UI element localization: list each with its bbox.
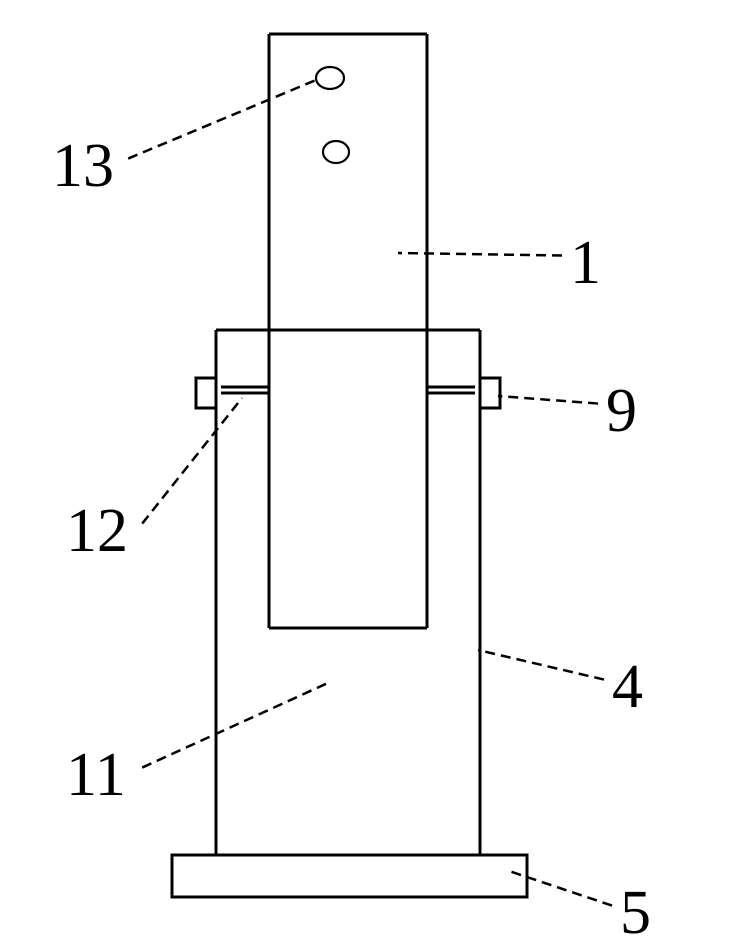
leader-line <box>398 253 562 256</box>
leader-line <box>142 682 330 768</box>
callout-label-13: 13 <box>52 135 114 197</box>
callout-label-11: 11 <box>66 744 126 806</box>
leader-line <box>478 650 604 680</box>
callout-label-1: 1 <box>570 232 601 294</box>
leader-line <box>498 396 598 404</box>
callout-label-12: 12 <box>66 500 128 562</box>
callout-label-4: 4 <box>612 656 643 718</box>
leader-line <box>128 80 316 159</box>
diagram-canvas: 1319124115 <box>0 0 755 935</box>
callout-label-9: 9 <box>606 380 637 442</box>
leader-line <box>142 398 242 524</box>
leader-line <box>506 870 612 906</box>
